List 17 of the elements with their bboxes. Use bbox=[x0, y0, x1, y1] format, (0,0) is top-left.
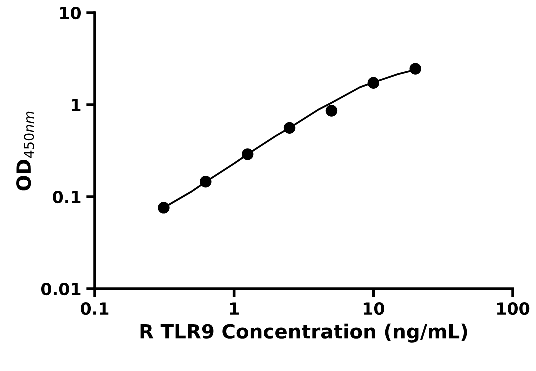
x-tick-label: 100 bbox=[497, 302, 530, 316]
point bbox=[410, 63, 422, 75]
y-axis-title: OD$_{450nm}$ bbox=[16, 112, 34, 191]
y-tick-label: 0.01 bbox=[41, 282, 81, 296]
y-tick-label: 10 bbox=[60, 6, 82, 20]
point bbox=[200, 176, 212, 188]
x-tick-label: 1 bbox=[230, 302, 239, 315]
x-axis-title: R TLR9 Concentration (ng/mL) bbox=[140, 324, 468, 343]
point bbox=[284, 122, 296, 134]
x-tick-label: 10 bbox=[364, 302, 384, 316]
point bbox=[242, 148, 254, 160]
point bbox=[368, 77, 380, 89]
point bbox=[326, 105, 338, 117]
x-tick-label: 0.1 bbox=[81, 302, 109, 316]
y-tick-label: 0.1 bbox=[53, 190, 81, 204]
y-tick-label: 1 bbox=[72, 99, 81, 112]
point bbox=[158, 202, 170, 214]
